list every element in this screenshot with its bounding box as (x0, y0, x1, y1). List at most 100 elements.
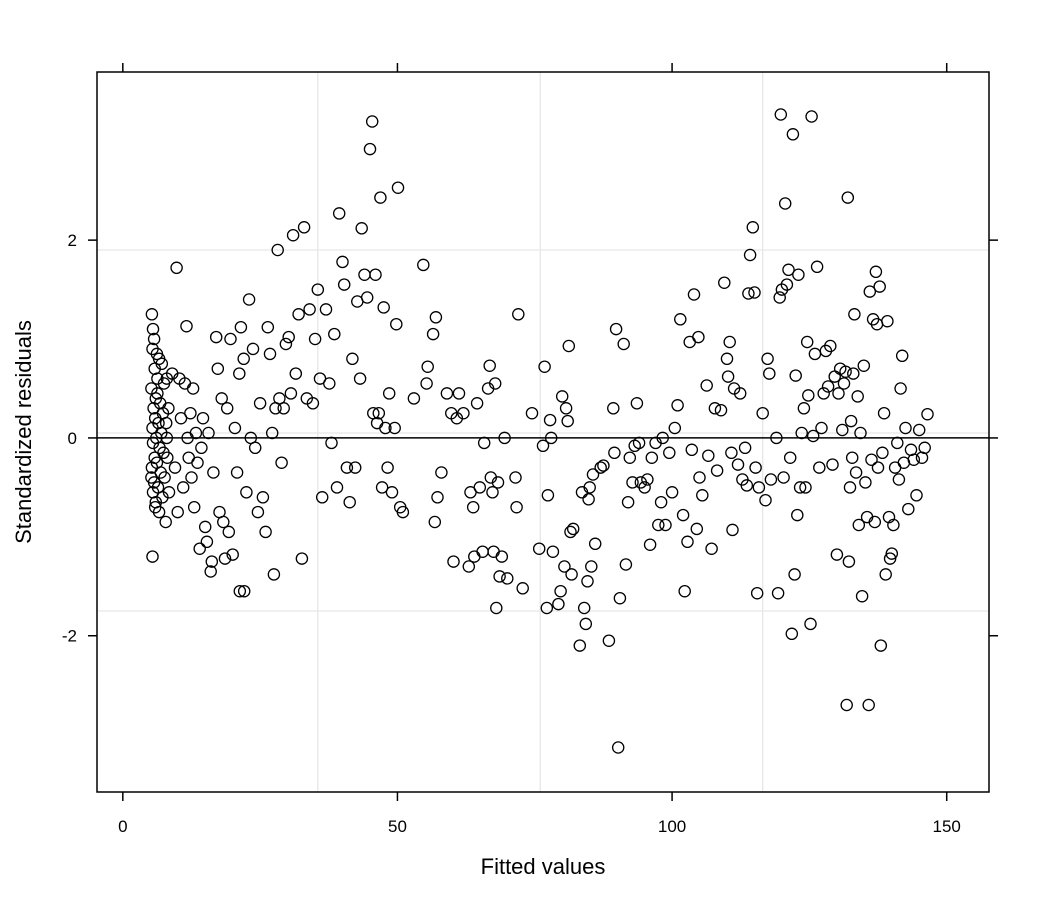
data-point (746, 221, 760, 234)
data-point (509, 471, 522, 484)
data-point (763, 367, 776, 380)
data-point (248, 441, 262, 455)
data-point (795, 426, 808, 440)
data-point (895, 349, 909, 363)
data-point (498, 431, 511, 445)
data-point (372, 406, 386, 420)
data-point (862, 698, 875, 712)
data-point (594, 461, 607, 474)
data-point (488, 377, 502, 390)
data-point (512, 308, 525, 321)
data-point (306, 397, 320, 410)
data-point (193, 542, 206, 555)
data-point (196, 411, 210, 425)
data-point (323, 377, 336, 390)
data-point (546, 545, 560, 558)
data-point (869, 265, 883, 279)
data-point (752, 481, 766, 494)
data-point (379, 421, 392, 435)
data-point (161, 451, 174, 464)
data-point (841, 191, 855, 204)
data-point (220, 402, 234, 415)
data-point (486, 486, 499, 499)
data-point (770, 431, 783, 445)
data-point (692, 330, 705, 344)
data-point (681, 535, 694, 549)
data-point (773, 291, 786, 304)
data-point (544, 431, 558, 445)
data-point (559, 402, 573, 415)
data-point (874, 639, 888, 652)
data-point (756, 406, 769, 420)
data-point (885, 547, 899, 560)
data-point (365, 115, 379, 128)
data-point (659, 518, 672, 532)
data-point (899, 421, 912, 435)
data-point (536, 439, 550, 453)
data-point (710, 464, 724, 477)
data-point (207, 466, 220, 479)
data-point (907, 453, 921, 466)
y-axis-title: Standardized residuals (11, 320, 36, 544)
data-point (204, 565, 217, 578)
data-point (490, 601, 503, 615)
data-point (340, 461, 354, 474)
data-point (611, 741, 625, 754)
data-point (678, 584, 691, 598)
data-point (435, 466, 448, 479)
data-point (275, 456, 288, 469)
data-point (564, 525, 577, 539)
data-point (632, 436, 646, 450)
data-point (810, 260, 824, 274)
data-point (802, 389, 815, 402)
data-point (162, 402, 175, 415)
data-point (303, 303, 316, 316)
data-point (234, 320, 248, 334)
data-point (573, 639, 587, 652)
data-point (226, 548, 239, 561)
data-point (483, 359, 496, 372)
data-point (865, 453, 878, 466)
data-point (353, 372, 367, 385)
data-point (187, 500, 201, 514)
data-point (743, 248, 757, 262)
data-point (702, 449, 715, 462)
data-point (771, 586, 785, 600)
data-point (619, 558, 633, 571)
data-point (674, 313, 687, 326)
data-point (638, 481, 651, 494)
data-point (385, 486, 399, 499)
data-point (348, 461, 362, 474)
data-point (377, 301, 390, 314)
data-point (663, 446, 676, 460)
data-point (561, 414, 574, 428)
data-point (200, 535, 214, 549)
data-point (151, 387, 164, 400)
data-point (261, 320, 275, 334)
data-point (279, 337, 293, 351)
data-point (147, 332, 161, 346)
data-point (793, 481, 807, 494)
data-point (721, 370, 735, 383)
data-point (562, 339, 576, 353)
data-point (652, 518, 665, 532)
data-point (577, 601, 591, 615)
data-point (836, 423, 849, 437)
data-point (246, 342, 260, 356)
data-point (583, 481, 596, 494)
data-point (158, 471, 171, 484)
data-point (343, 495, 356, 509)
data-point (607, 402, 620, 415)
data-point (782, 263, 795, 277)
data-points (145, 108, 934, 754)
data-point (700, 379, 713, 392)
data-point (859, 476, 872, 489)
data-point (152, 505, 166, 519)
data-point (319, 303, 333, 316)
data-point (873, 280, 886, 293)
data-point (552, 597, 565, 611)
data-point (525, 406, 539, 420)
data-point (363, 142, 377, 156)
data-point (429, 311, 443, 324)
data-point (224, 332, 237, 346)
